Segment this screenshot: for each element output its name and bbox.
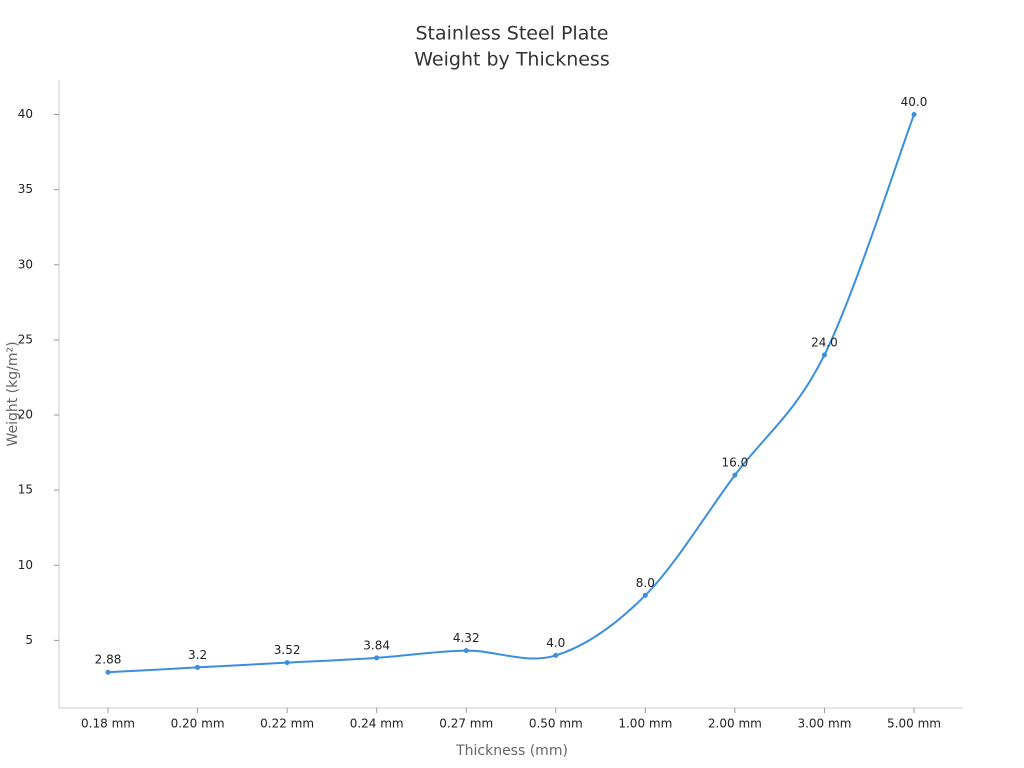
- x-tick-label: 0.20 mm: [171, 717, 225, 731]
- data-label: 4.0: [546, 636, 565, 650]
- data-label: 2.88: [95, 653, 122, 667]
- data-label: 16.0: [722, 456, 749, 470]
- x-tick-label: 2.00 mm: [708, 717, 762, 731]
- data-label: 24.0: [811, 335, 838, 349]
- y-tick-label: 35: [18, 182, 33, 196]
- data-label: 3.2: [188, 648, 207, 662]
- x-tick-label: 0.50 mm: [529, 717, 583, 731]
- data-label: 3.84: [363, 638, 390, 652]
- x-tick-label: 1.00 mm: [618, 717, 672, 731]
- point: [911, 112, 917, 118]
- y-tick-label: 30: [18, 257, 33, 271]
- y-tick-label: 5: [25, 633, 33, 647]
- chart-title: Weight by Thickness: [414, 49, 609, 71]
- point: [732, 472, 738, 478]
- data-label: 8.0: [636, 576, 655, 590]
- chart-title: Stainless Steel Plate: [415, 23, 608, 45]
- point: [195, 664, 201, 670]
- data-label: 3.52: [274, 643, 301, 657]
- y-tick-label: 20: [18, 408, 33, 422]
- data-label: 40.0: [901, 95, 928, 109]
- y-tick-label: 25: [18, 332, 33, 346]
- x-tick-label: 0.27 mm: [439, 717, 493, 731]
- point: [463, 648, 469, 654]
- x-axis-label: Thickness (mm): [455, 743, 568, 759]
- data-label: 4.32: [453, 631, 480, 645]
- x-tick-label: 3.00 mm: [797, 717, 851, 731]
- point: [284, 660, 290, 666]
- x-tick-label: 0.22 mm: [260, 717, 314, 731]
- point: [374, 655, 380, 661]
- point: [821, 352, 827, 358]
- y-tick-label: 40: [18, 107, 33, 121]
- x-tick-label: 0.18 mm: [81, 717, 135, 731]
- y-axis-label: Weight (kg/m²): [5, 341, 21, 446]
- point: [642, 592, 648, 598]
- x-tick-label: 0.24 mm: [350, 717, 404, 731]
- point: [553, 652, 559, 658]
- y-tick-label: 15: [18, 483, 33, 497]
- x-tick-label: 5.00 mm: [887, 717, 941, 731]
- line: [107, 114, 915, 674]
- point: [105, 669, 111, 675]
- y-tick-label: 10: [18, 558, 33, 572]
